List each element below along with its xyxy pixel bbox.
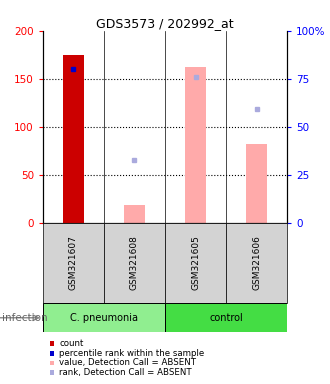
Text: percentile rank within the sample: percentile rank within the sample [59,349,204,358]
Bar [226,223,287,303]
Bar [165,303,287,332]
Text: rank, Detection Call = ABSENT: rank, Detection Call = ABSENT [59,368,192,377]
Bar [104,223,165,303]
Text: count: count [59,339,83,348]
Text: value, Detection Call = ABSENT: value, Detection Call = ABSENT [59,358,196,367]
Bar [185,67,206,223]
Text: control: control [209,313,243,323]
Text: infection: infection [2,313,47,323]
Bar [165,223,226,303]
Bar [124,205,145,223]
Bar [43,303,165,332]
Text: GSM321605: GSM321605 [191,236,200,290]
Text: C. pneumonia: C. pneumonia [70,313,138,323]
Text: GSM321608: GSM321608 [130,236,139,290]
Text: GSM321606: GSM321606 [252,236,261,290]
Bar [43,223,104,303]
Title: GDS3573 / 202992_at: GDS3573 / 202992_at [96,17,234,30]
Text: GSM321607: GSM321607 [69,236,78,290]
Bar [63,55,84,223]
Bar [246,144,267,223]
